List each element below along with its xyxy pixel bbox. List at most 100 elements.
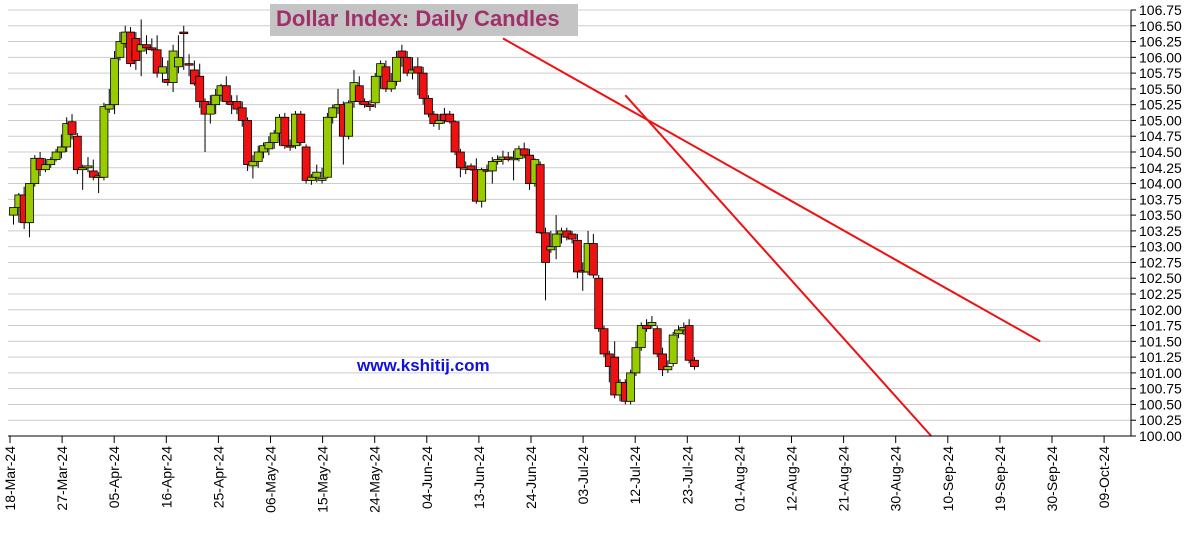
- candle-body: [450, 121, 460, 153]
- candle-body: [493, 159, 503, 162]
- y-tick-label: 101.75: [1139, 318, 1182, 334]
- candle-body: [307, 176, 316, 181]
- y-tick-label: 100.25: [1139, 412, 1182, 428]
- candle-body: [424, 97, 433, 115]
- trendline: [624, 94, 932, 437]
- candle-body: [264, 142, 274, 150]
- x-tick-label: 19-Sep-24: [992, 446, 1008, 512]
- chart-title: Dollar Index: Daily Candles: [276, 6, 560, 31]
- y-tick-label: 105.50: [1139, 81, 1182, 97]
- candle-body: [642, 325, 651, 330]
- candle-body: [610, 356, 620, 396]
- candle-body: [211, 94, 221, 106]
- candle-body: [546, 246, 556, 251]
- x-tick-label: 05-Apr-24: [106, 446, 122, 508]
- candle-body: [684, 325, 694, 361]
- y-tick-label: 105.25: [1139, 97, 1182, 113]
- y-tick-label: 105.75: [1139, 65, 1182, 81]
- candle-body: [535, 164, 545, 234]
- candle-body: [9, 207, 18, 216]
- candle-body: [296, 113, 306, 143]
- candle-body: [567, 233, 577, 240]
- x-tick-label: 03-Jul-24: [575, 446, 591, 505]
- candle-body: [509, 157, 518, 161]
- candle-body: [328, 107, 338, 118]
- y-tick-label: 106.00: [1139, 49, 1182, 65]
- watermark-url: www.kshitij.com: [357, 356, 490, 375]
- y-tick-label: 103.25: [1139, 223, 1182, 239]
- y-tick-label: 103.75: [1139, 191, 1182, 207]
- candle-body: [269, 132, 279, 143]
- candle-body: [72, 135, 82, 171]
- y-tick-label: 104.75: [1139, 128, 1182, 144]
- candle-body: [152, 49, 162, 74]
- y-tick-label: 102.25: [1139, 286, 1182, 302]
- candle-body: [205, 104, 215, 115]
- candle-body: [41, 164, 50, 171]
- x-tick-label: 24-Jun-24: [523, 446, 539, 509]
- trendline: [502, 37, 1041, 343]
- candle-body: [78, 167, 88, 171]
- candle-body: [402, 56, 412, 74]
- y-tick-label: 100.50: [1139, 396, 1182, 412]
- candle-body: [397, 50, 407, 58]
- candle-body: [232, 101, 242, 110]
- candle-body: [551, 233, 561, 248]
- candle-body: [174, 56, 183, 68]
- x-tick-label: 30-Aug-24: [888, 446, 904, 512]
- candle-body: [599, 328, 609, 355]
- candle-body: [158, 66, 167, 74]
- candle-body: [46, 159, 56, 166]
- candle-body: [365, 104, 375, 107]
- candle-body: [253, 151, 263, 162]
- y-tick-label: 101.50: [1139, 333, 1182, 349]
- x-tick-label: 12-Jul-24: [627, 446, 643, 505]
- candle-body: [115, 41, 125, 58]
- x-tick-label: 06-May-24: [263, 446, 279, 513]
- candle-body: [83, 165, 93, 169]
- x-tick-label: 24-May-24: [367, 446, 383, 513]
- x-axis-ticks: 18-Mar-24 27-Mar-24 05-Apr-24 16-Apr-24 25-A…: [2, 446, 1112, 513]
- candle-body: [221, 85, 231, 102]
- y-tick-label: 105.00: [1139, 112, 1182, 128]
- x-tick-label: 21-Aug-24: [836, 446, 852, 512]
- candle-body: [142, 44, 151, 49]
- candle-body: [626, 372, 636, 402]
- x-tick-label: 01-Aug-24: [731, 446, 747, 512]
- y-tick-label: 104.50: [1139, 144, 1182, 160]
- candle-body: [51, 151, 61, 160]
- candle-body: [62, 123, 72, 148]
- x-tick-label: 13-Jun-24: [471, 446, 487, 509]
- candle-body: [88, 170, 98, 178]
- y-tick-label: 106.75: [1139, 2, 1182, 18]
- candle-body: [631, 347, 641, 374]
- candle-body: [455, 151, 465, 169]
- candles: [9, 19, 699, 405]
- y-tick-label: 102.50: [1139, 270, 1182, 286]
- candle-body: [99, 106, 109, 178]
- candle-body: [179, 31, 189, 34]
- candle-body: [110, 58, 119, 106]
- x-tick-label: 18-Mar-24: [2, 446, 18, 511]
- candle-body: [519, 148, 529, 156]
- candle-body: [663, 366, 673, 371]
- candle-body: [147, 47, 157, 51]
- candle-body: [413, 66, 423, 74]
- candle-body: [573, 239, 582, 273]
- candle-body: [243, 120, 252, 166]
- candle-body: [317, 178, 327, 181]
- trendlines: [502, 37, 1041, 437]
- candle-body: [104, 104, 114, 110]
- candle-body: [652, 328, 662, 355]
- candle-body: [668, 334, 678, 364]
- y-tick-label: 102.00: [1139, 302, 1182, 318]
- chart-title-background: [270, 4, 578, 36]
- candle-body: [418, 72, 428, 99]
- candle-body: [280, 116, 290, 147]
- x-tick-label: 12-Aug-24: [784, 446, 800, 512]
- x-tick-label: 30-Sep-24: [1044, 446, 1060, 512]
- candle-body: [30, 157, 40, 184]
- candle-body: [344, 102, 354, 137]
- candle-body: [487, 161, 497, 172]
- candle-body: [466, 165, 476, 171]
